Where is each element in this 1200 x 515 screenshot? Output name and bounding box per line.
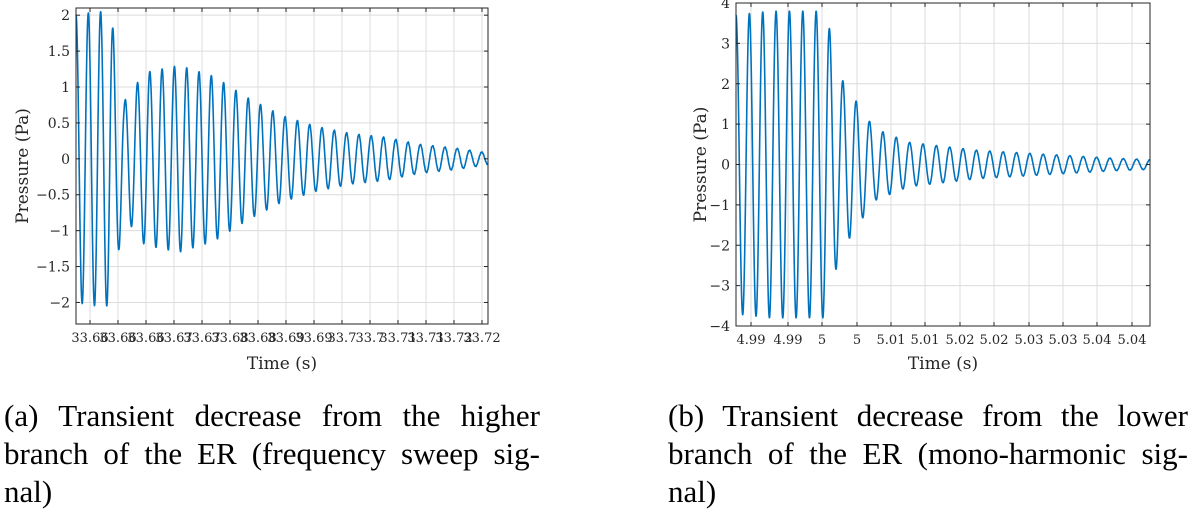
chart-a-xtick-label: 33.67	[155, 331, 192, 346]
chart-b-xtick-label: 5	[853, 333, 861, 348]
chart-b-xtick-label: 5.04	[1083, 333, 1112, 348]
chart-b-xtick-label: 5.01	[911, 333, 940, 348]
chart-b-xtick-label: 4.99	[737, 333, 766, 348]
chart-b-xtick-label: 5.01	[877, 333, 906, 348]
chart-a-ytick-label: 2	[61, 8, 70, 24]
chart-panel-b: 4 3 2 1 0 −1 −2 −3 −4 4.99 4.99 5 5 5.01 5.01 5.02 5.02 5…	[680, 0, 1200, 515]
chart-a-xtick-label: 33.7	[356, 331, 385, 346]
chart-a-xtick-label: 33.71	[379, 331, 416, 346]
chart-a-xtick-label: 33.66	[127, 331, 164, 346]
caption-b-line-2: branch of the ER (mono-harmonic sig-	[668, 436, 1188, 471]
chart-a-xtick-label: 33.71	[407, 331, 444, 346]
chart-b-ytick-label: −1	[709, 198, 730, 214]
chart-a: 21.510.50−0.5−1−1.5−233.6633.6633.6633.6…	[13, 7, 501, 374]
chart-b-ytick-label: 3	[721, 36, 730, 52]
caption-a-line-3: nal)	[4, 474, 53, 509]
chart-a-xtick-label: 33.72	[463, 331, 500, 346]
chart-b-ytick-label: −4	[709, 319, 730, 335]
chart-a-xtick-label: 33.7	[328, 331, 357, 346]
chart-a-ytick-label: −1	[49, 224, 70, 240]
chart-b: 4 3 2 1 0 −1 −2 −3 −4 4.99 4.99 5 5 5.01 5.01 5.02 5.02 5…	[691, 0, 1151, 374]
caption-b-line-1: (b) Transient decrease from the lower	[668, 398, 1188, 433]
chart-b-xlabel: Time (s)	[908, 354, 978, 374]
chart-a-axes-frame	[75, 7, 489, 325]
chart-a-ylabel: Pressure (Pa)	[13, 108, 33, 224]
chart-a-xtick-label: 33.66	[99, 331, 136, 346]
caption-a-line-2: branch of the ER (frequency sweep sig-	[4, 436, 540, 471]
chart-a-xtick-label: 33.69	[295, 331, 332, 346]
chart-b-ytick-label: −3	[709, 279, 730, 295]
chart-b-ylabel: Pressure (Pa)	[691, 107, 711, 223]
chart-b-xtick-label: 5.04	[1118, 333, 1147, 348]
chart-b-ytick-label: 1	[721, 117, 730, 133]
chart-b-xtick-label: 5.02	[980, 333, 1009, 348]
chart-b-ytick-label: 2	[721, 77, 730, 93]
chart-b-xtick-label: 5.02	[946, 333, 975, 348]
chart-a-ytick-label: 0.5	[48, 116, 70, 132]
chart-b-xtick-label: 5	[818, 333, 826, 348]
chart-a-ytick-label: 1	[61, 80, 70, 96]
chart-a-ytick-label: −1.5	[36, 260, 70, 276]
chart-b-xtick-label: 5.03	[1049, 333, 1078, 348]
chart-b-xtick-label: 5.03	[1015, 333, 1044, 348]
caption-b-line-3: nal)	[668, 474, 717, 509]
chart-b-ytick-label: 4	[721, 0, 730, 12]
chart-a-ytick-label: 1.5	[48, 44, 70, 60]
chart-a-series-line	[75, 10, 489, 307]
caption-a: (a) Transient decrease from the higher b…	[4, 397, 540, 511]
chart-b-ytick-label: −2	[709, 238, 730, 254]
chart-a-xtick-label: 33.68	[211, 331, 248, 346]
chart-b-xtick-label: 4.99	[774, 333, 803, 348]
chart-b-series-line	[735, 10, 1151, 319]
chart-a-xtick-label: 33.67	[183, 331, 220, 346]
chart-panel-a: 2 1.5 1 0.5 0 −0.5 −1 −1.5 −2 33.66 33.66 33.66 33.6…	[13, 7, 501, 374]
chart-a-ytick-label: 0	[61, 152, 70, 168]
chart-a-xlabel: Time (s)	[247, 354, 317, 374]
chart-a-xtick-label: 33.69	[267, 331, 304, 346]
chart-a-ytick-label: −2	[49, 295, 70, 311]
chart-a-xtick-label: 33.68	[239, 331, 276, 346]
caption-b: (b) Transient decrease from the lower br…	[668, 397, 1188, 511]
chart-b-ytick-label: 0	[721, 158, 730, 174]
chart-a-xtick-label: 33.66	[71, 331, 108, 346]
caption-a-line-1: (a) Transient decrease from the higher	[4, 398, 540, 433]
chart-a-ytick-label: −0.5	[36, 188, 70, 204]
chart-a-xtick-label: 33.72	[435, 331, 472, 346]
